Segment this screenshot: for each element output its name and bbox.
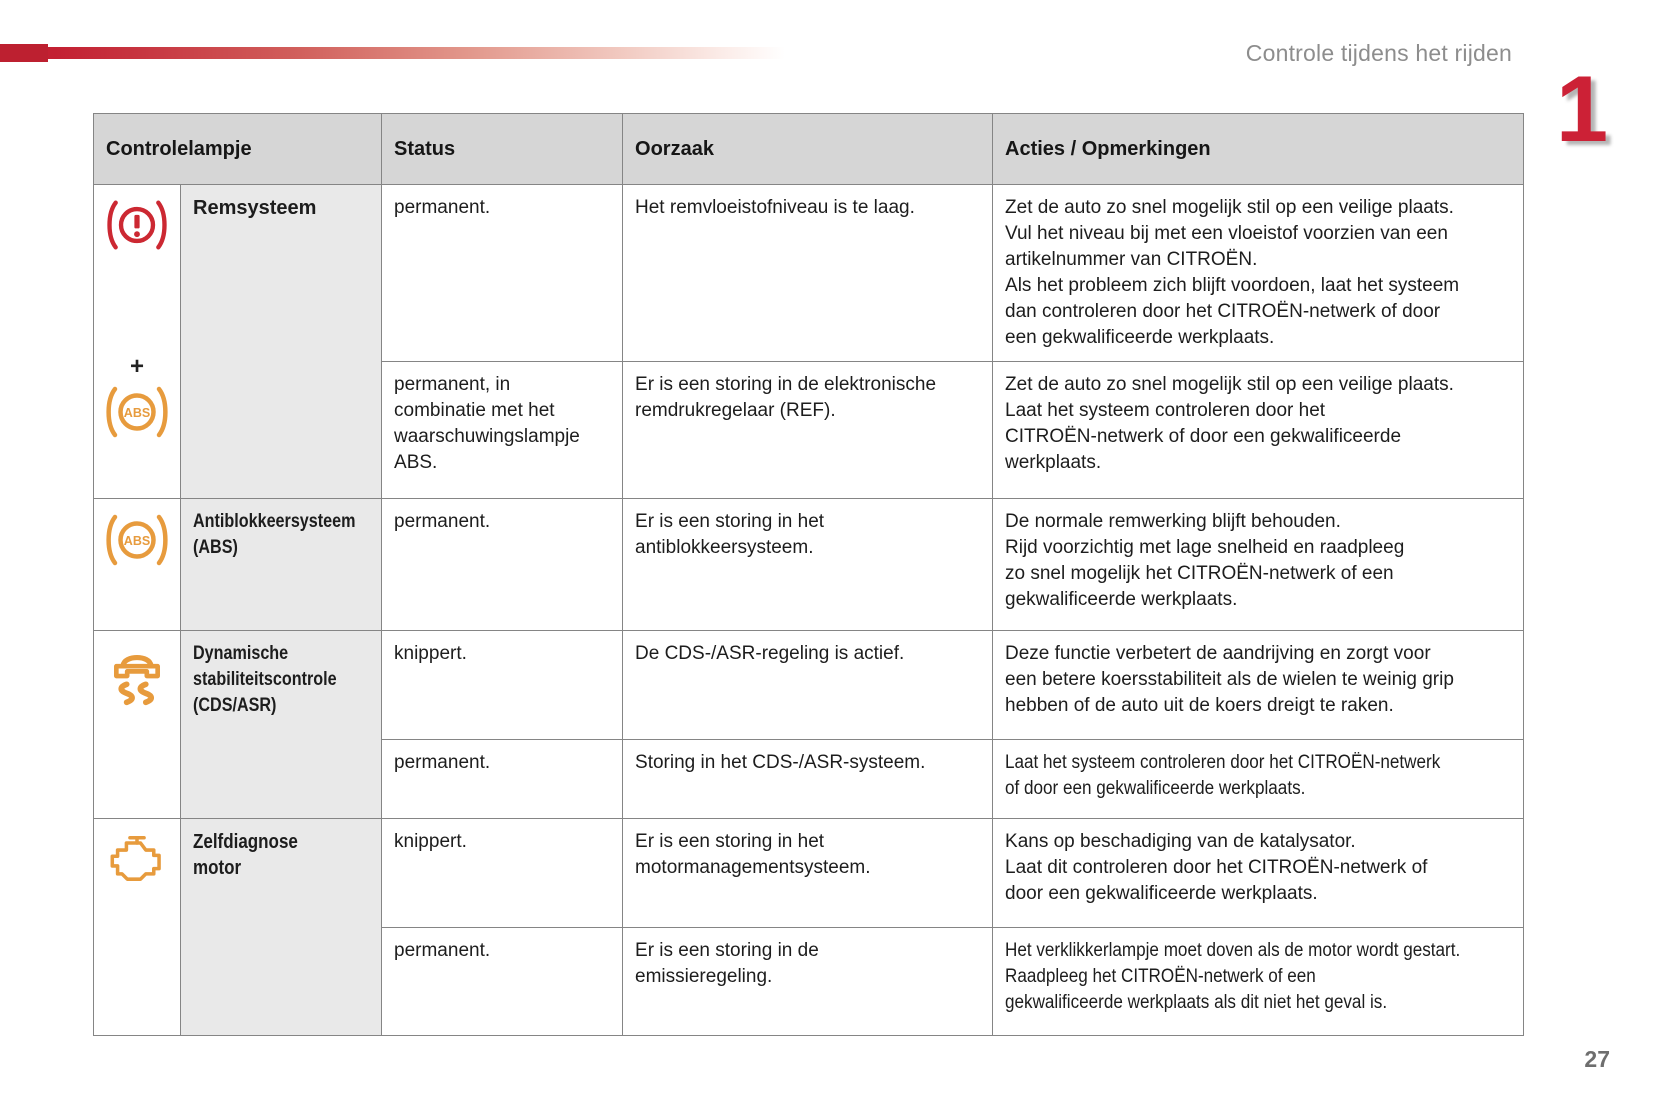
stability-icon-cell: [93, 630, 181, 819]
warning-name: Antiblokkeersysteem (ABS): [193, 511, 356, 558]
svg-text:ABS: ABS: [124, 534, 150, 548]
svg-text:ABS: ABS: [124, 406, 150, 420]
acties-cell: Zet de auto zo snel mogelijk stil op een…: [992, 184, 1525, 362]
stability-control-icon: [114, 654, 160, 706]
brake-warning-icon: [107, 200, 167, 250]
warning-name: Remsysteem: [193, 197, 317, 219]
red-gradient-bar: [0, 44, 785, 62]
acties-cell: Kans op beschadiging van de katalysator.…: [992, 818, 1525, 928]
abs-icon-cell: ABS: [93, 498, 181, 631]
status-cell: knippert.: [381, 630, 624, 740]
abs-warning-icon: ABS: [106, 386, 168, 438]
status-cell: permanent.: [381, 498, 624, 631]
table-header-row: Controlelampje Status Oorzaak Acties / O…: [92, 113, 1525, 185]
warning-name-cell: Dynamische stabiliteitscontrole (CDS/ASR…: [179, 630, 383, 819]
status-cell: permanent.: [381, 184, 624, 362]
acties-cell: De normale remwerking blijft behouden. R…: [992, 498, 1525, 631]
warning-name: Zelfdiagnose motor: [193, 831, 298, 879]
oorzaak-cell: De CDS-/ASR-regeling is actief.: [622, 630, 994, 740]
table-row: Zelfdiagnose motor knippert. Er is een s…: [93, 818, 1525, 1036]
oorzaak-cell: Er is een storing in het antiblokkeersys…: [622, 498, 994, 631]
acties-cell: Laat het systeem controleren door het CI…: [992, 739, 1525, 819]
oorzaak-cell: Er is een storing in de emissieregeling.: [622, 927, 994, 1036]
running-header-title: Controle tijdens het rijden: [1245, 40, 1512, 66]
oorzaak-cell: Er is een storing in het motormanagement…: [622, 818, 994, 928]
status-cell: knippert.: [381, 818, 624, 928]
col-header-controlelampje: Controlelampje: [92, 113, 383, 185]
chapter-number: 1: [1555, 56, 1609, 161]
warning-name-cell: Zelfdiagnose motor: [179, 818, 383, 1036]
acties-cell: Zet de auto zo snel mogelijk stil op een…: [992, 361, 1525, 499]
status-cell: permanent, in combinatie met het waarsch…: [381, 361, 624, 499]
table-row: Dynamische stabiliteitscontrole (CDS/ASR…: [93, 630, 1525, 819]
warning-name-cell: Remsysteem: [179, 184, 383, 499]
engine-icon-cell: [93, 818, 181, 1036]
status-cell: permanent.: [381, 927, 624, 1036]
oorzaak-cell: Er is een storing in de elektronische re…: [622, 361, 994, 499]
table-row: permanent. Storing in het CDS-/ASR-syste…: [94, 739, 1525, 819]
brake-abs-icon-cell: + ABS: [93, 184, 181, 499]
page-number: 27: [1584, 1046, 1610, 1072]
plus-sign: +: [129, 353, 144, 380]
col-header-status: Status: [381, 113, 624, 185]
abs-warning-icon: ABS: [106, 514, 168, 566]
col-header-oorzaak: Oorzaak: [622, 113, 994, 185]
oorzaak-cell: Het remvloeistofniveau is te laag.: [622, 184, 994, 362]
table-row: + ABS Remsysteem permanent. Het remvloei…: [93, 184, 1525, 499]
oorzaak-cell: Storing in het CDS-/ASR-systeem.: [622, 739, 994, 819]
col-header-acties: Acties / Opmerkingen: [992, 113, 1525, 185]
status-cell: permanent.: [381, 739, 624, 819]
warning-name: Dynamische stabiliteitscontrole (CDS/ASR…: [193, 643, 337, 716]
warning-lights-table: Controlelampje Status Oorzaak Acties / O…: [92, 113, 1525, 1036]
table-row: permanent, in combinatie met het waarsch…: [94, 361, 1525, 499]
table-row: permanent. Er is een storing in de emiss…: [94, 927, 1525, 1036]
warning-name-cell: Antiblokkeersysteem (ABS): [179, 498, 383, 631]
acties-cell: Deze functie verbetert de aandrijving en…: [992, 630, 1525, 740]
acties-cell: Het verklikkerlampje moet doven als de m…: [992, 927, 1525, 1036]
table-row: ABS Antiblokkeersysteem (ABS) permanent.…: [93, 498, 1525, 631]
engine-warning-icon: [110, 835, 161, 881]
